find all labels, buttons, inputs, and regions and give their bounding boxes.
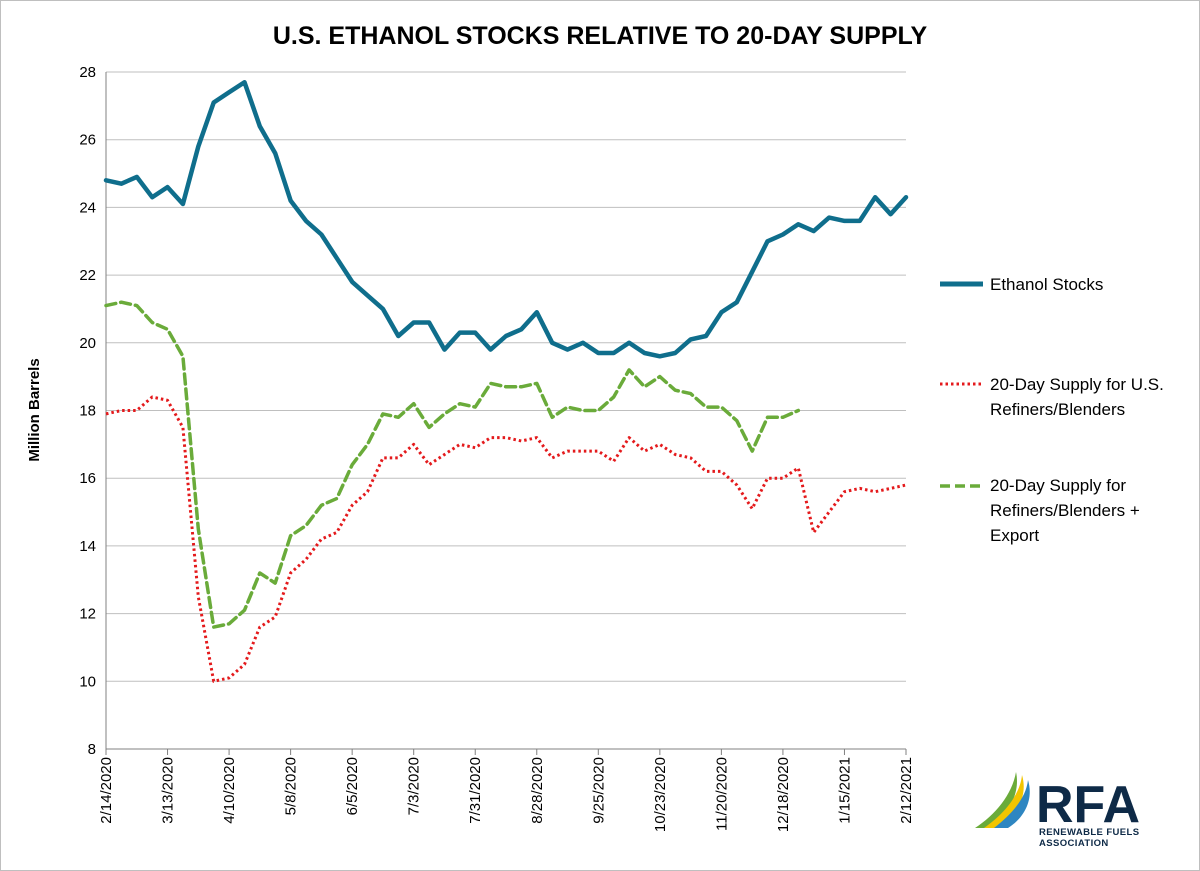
y-tick-label: 26 <box>79 132 96 149</box>
x-tick-label: 2/14/2020 <box>98 757 115 824</box>
y-tick-label: 12 <box>79 606 96 623</box>
legend-label-export-supply: 20-Day Supply for Refiners/Blenders + Expo… <box>990 476 1140 545</box>
series-line-0 <box>103 79 909 359</box>
y-tick-label: 18 <box>79 403 96 420</box>
series-line-1 <box>105 395 907 683</box>
gridlines <box>106 71 906 750</box>
legend: Ethanol Stocks 20-Day Supply for U.S. Ref… <box>940 275 1164 545</box>
chart-title: U.S. ETHANOL STOCKS RELATIVE TO 20-DAY S… <box>273 22 928 50</box>
y-tick-label: 16 <box>79 470 96 487</box>
y-axis-label: Million Barrels <box>26 358 43 461</box>
y-tick-labels: 8 10 12 14 16 18 20 22 24 26 28 <box>79 64 96 758</box>
axes <box>105 72 907 755</box>
y-tick-label: 28 <box>79 64 96 81</box>
x-tick-label: 7/3/2020 <box>406 757 423 815</box>
y-tick-label: 22 <box>79 267 96 284</box>
x-tick-label: 12/18/2020 <box>775 757 792 832</box>
x-tick-label: 1/15/2021 <box>836 757 853 824</box>
legend-item-us-supply: 20-Day Supply for U.S. Refiners/Blenders <box>940 375 1164 419</box>
y-tick-label: 8 <box>88 741 96 758</box>
y-tick-label: 14 <box>79 538 96 555</box>
x-tick-label: 9/25/2020 <box>590 757 607 824</box>
x-tick-label: 2/12/2021 <box>898 757 915 824</box>
legend-label-us-supply: 20-Day Supply for U.S. Refiners/Blenders <box>990 375 1164 419</box>
rfa-logo-text: RFA <box>1036 776 1140 834</box>
series-line-2 <box>104 300 801 629</box>
y-tick-label: 24 <box>79 199 96 216</box>
y-tick-label: 10 <box>79 673 96 690</box>
rfa-logo-subtitle-1: RENEWABLE FUELS <box>1039 827 1139 838</box>
x-tick-label: 3/13/2020 <box>160 757 177 824</box>
x-tick-label: 4/10/2020 <box>221 757 238 824</box>
x-tick-label: 5/8/2020 <box>283 757 300 815</box>
x-tick-label: 11/20/2020 <box>713 757 730 831</box>
legend-item-ethanol-stocks: Ethanol Stocks <box>940 275 1103 294</box>
legend-item-export-supply: 20-Day Supply for Refiners/Blenders + Expo… <box>940 476 1140 545</box>
y-tick-label: 20 <box>79 335 96 352</box>
x-tick-label: 7/31/2020 <box>467 757 484 824</box>
rfa-logo: RFA RENEWABLE FUELS ASSOCIATION <box>975 772 1140 849</box>
rfa-swoosh-icon <box>975 772 1030 828</box>
x-tick-labels: 2/14/2020 3/13/2020 4/10/2020 5/8/2020 6/5/2… <box>98 757 915 832</box>
legend-label-ethanol-stocks: Ethanol Stocks <box>990 275 1103 294</box>
x-tick-label: 10/23/2020 <box>652 757 669 832</box>
x-tick-label: 8/28/2020 <box>529 757 546 824</box>
rfa-logo-subtitle-2: ASSOCIATION <box>1039 838 1109 849</box>
x-tick-label: 6/5/2020 <box>344 757 361 815</box>
series-lines <box>103 79 909 683</box>
